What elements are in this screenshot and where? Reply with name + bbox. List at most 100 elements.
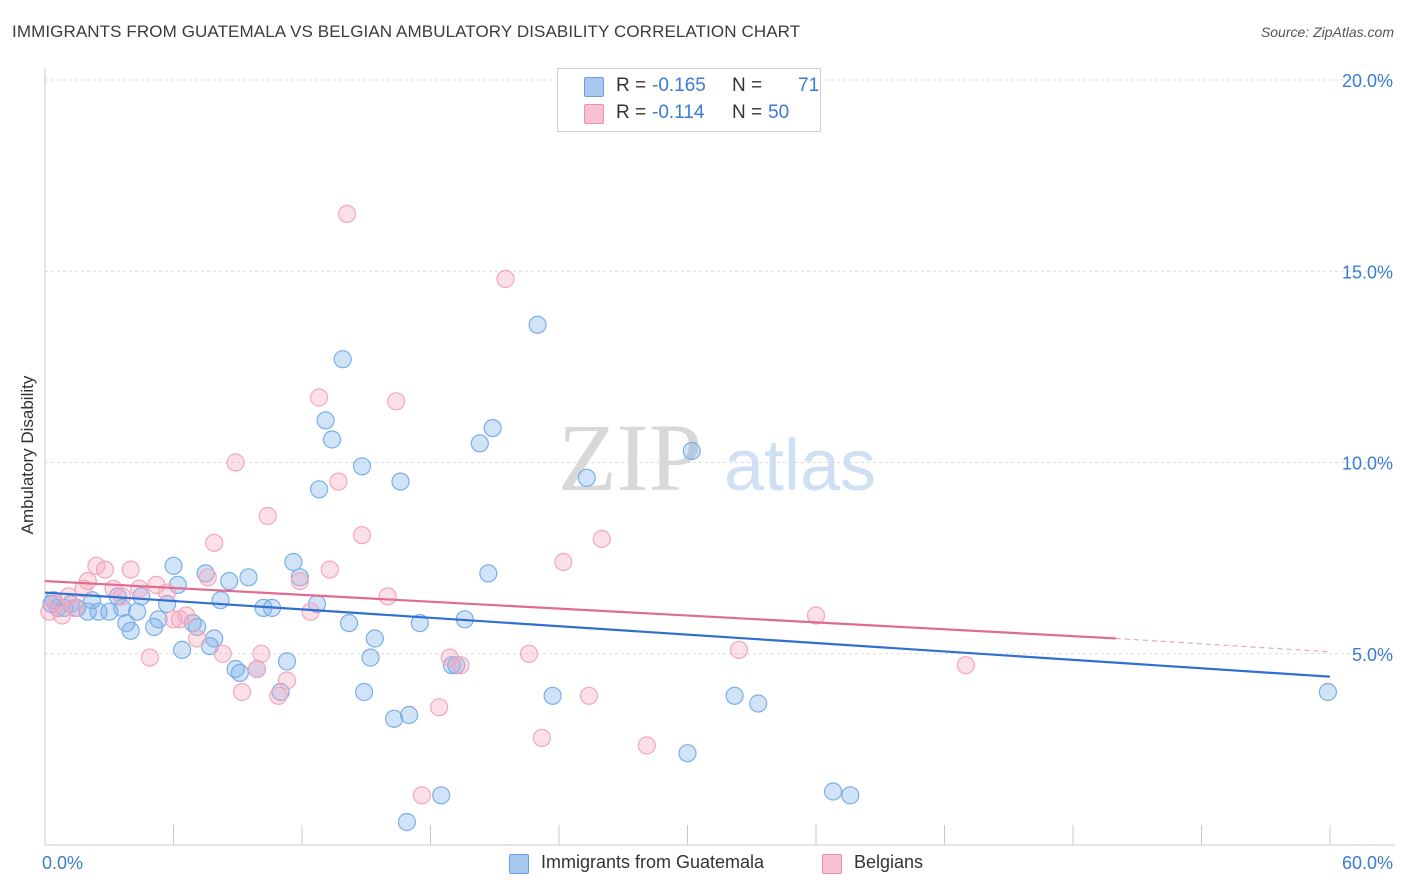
belgians-point bbox=[554, 552, 573, 572]
guatemala-point bbox=[841, 786, 860, 805]
guatemala-point bbox=[543, 686, 562, 705]
guatemala-point bbox=[479, 564, 498, 583]
belgians-point bbox=[806, 606, 826, 625]
bottom-legend-label-guatemala: Immigrants from Guatemala bbox=[541, 852, 765, 872]
belgians-point bbox=[59, 587, 78, 606]
guatemala-point bbox=[121, 621, 140, 640]
belgians-point bbox=[729, 640, 749, 660]
guatemala-point bbox=[205, 629, 224, 648]
belgians-trend-line bbox=[44, 579, 1116, 640]
guatemala-point bbox=[823, 782, 843, 801]
y-tick-label: 15.0% bbox=[1342, 262, 1393, 282]
y-tick-label: 5.0% bbox=[1352, 645, 1393, 665]
guatemala-point bbox=[391, 472, 410, 491]
guatemala-point bbox=[340, 613, 359, 633]
axes bbox=[44, 68, 1395, 846]
guatemala-point bbox=[365, 629, 384, 648]
belgians-point bbox=[252, 644, 271, 663]
guatemala-point bbox=[277, 652, 297, 671]
belgians-point bbox=[290, 571, 309, 591]
belgians-point bbox=[412, 786, 431, 805]
belgians-point bbox=[301, 602, 320, 621]
guatemala-point bbox=[128, 602, 147, 621]
belgians-point bbox=[140, 648, 159, 667]
belgians-point bbox=[213, 644, 232, 663]
x-tick-label: 0.0% bbox=[42, 853, 83, 873]
correlation-legend: R = -0.165 N = 71 R = -0.114 N = 50 bbox=[557, 68, 821, 132]
guatemala-point bbox=[483, 419, 502, 438]
guatemala-point bbox=[682, 441, 701, 461]
chart-title: IMMIGRANTS FROM GUATEMALA VS BELGIAN AMB… bbox=[12, 22, 801, 41]
guatemala-point bbox=[164, 556, 183, 575]
legend-n-value: 71 bbox=[798, 75, 820, 96]
guatemala-point bbox=[239, 568, 258, 587]
guatemala-point bbox=[149, 610, 168, 629]
belgians-point bbox=[352, 526, 372, 545]
legend-r-label: R = bbox=[616, 102, 647, 123]
belgians-point bbox=[78, 571, 97, 591]
guatemala-point bbox=[528, 315, 547, 334]
x-tick-label: 60.0% bbox=[1342, 853, 1393, 873]
belgians-point bbox=[277, 671, 297, 690]
legend-r-value: -0.114 bbox=[652, 102, 705, 123]
guatemala-point bbox=[397, 812, 416, 832]
belgians-point bbox=[130, 579, 149, 598]
legend-n-value: 50 bbox=[768, 102, 790, 123]
watermark-atlas: atlas bbox=[724, 426, 876, 506]
guatemala-point bbox=[470, 434, 489, 453]
guatemala-point bbox=[89, 602, 108, 621]
guatemala-point bbox=[577, 468, 596, 487]
guatemala-point bbox=[230, 663, 249, 683]
guatemala-point bbox=[173, 640, 192, 660]
belgians-point bbox=[95, 560, 115, 579]
belgians-point bbox=[337, 204, 357, 223]
guatemala-point bbox=[749, 694, 768, 713]
belgians-point bbox=[519, 644, 539, 663]
belgians-point bbox=[65, 598, 85, 618]
guatemala-point bbox=[355, 682, 374, 702]
guatemala-point bbox=[432, 786, 451, 805]
guatemala-point bbox=[322, 430, 342, 449]
legend-r-label: R = bbox=[616, 75, 647, 96]
guatemala-point bbox=[1318, 682, 1338, 702]
belgians-point bbox=[226, 453, 245, 472]
guatemala-point bbox=[385, 709, 404, 728]
belgians-point bbox=[188, 629, 207, 648]
belgians-point bbox=[592, 529, 611, 549]
belgians-point bbox=[258, 506, 277, 526]
guatemala-point bbox=[220, 571, 239, 591]
belgians-point bbox=[198, 568, 217, 587]
legend-n-label: N = bbox=[732, 75, 763, 96]
x-tick-labels: 0.0% 60.0% bbox=[42, 853, 1393, 873]
belgians-point bbox=[232, 682, 252, 702]
belgians-point bbox=[329, 472, 348, 491]
belgians-point bbox=[247, 659, 267, 679]
y-tick-label: 20.0% bbox=[1342, 71, 1393, 91]
belgians-point bbox=[430, 698, 449, 717]
gridlines bbox=[45, 79, 1395, 655]
belgians-point bbox=[378, 587, 397, 606]
bottom-legend-swatch-belgians bbox=[822, 854, 842, 874]
guatemala-trend-line bbox=[44, 591, 1331, 678]
legend-swatch-guatemala bbox=[584, 77, 604, 97]
belgians-point bbox=[87, 556, 106, 575]
belgians-point bbox=[269, 686, 288, 705]
bottom-legend-label-belgians: Belgians bbox=[854, 852, 924, 872]
guatemala-point bbox=[316, 411, 335, 430]
guatemala-point bbox=[400, 705, 419, 725]
data-points bbox=[40, 204, 1338, 832]
watermark: ZIP atlas bbox=[558, 404, 876, 511]
y-tick-label: 10.0% bbox=[1342, 454, 1393, 474]
belgians-point bbox=[177, 606, 196, 625]
belgians-point bbox=[205, 533, 224, 552]
belgians-point bbox=[320, 560, 339, 579]
belgians-point bbox=[637, 736, 656, 755]
guatemala-point bbox=[310, 480, 329, 499]
guatemala-point bbox=[352, 457, 372, 476]
belgians-trend-extension bbox=[1115, 637, 1331, 653]
belgians-point bbox=[451, 656, 470, 675]
belgians-point bbox=[121, 560, 140, 579]
guatemala-point bbox=[410, 613, 429, 633]
belgians-point bbox=[496, 269, 515, 288]
